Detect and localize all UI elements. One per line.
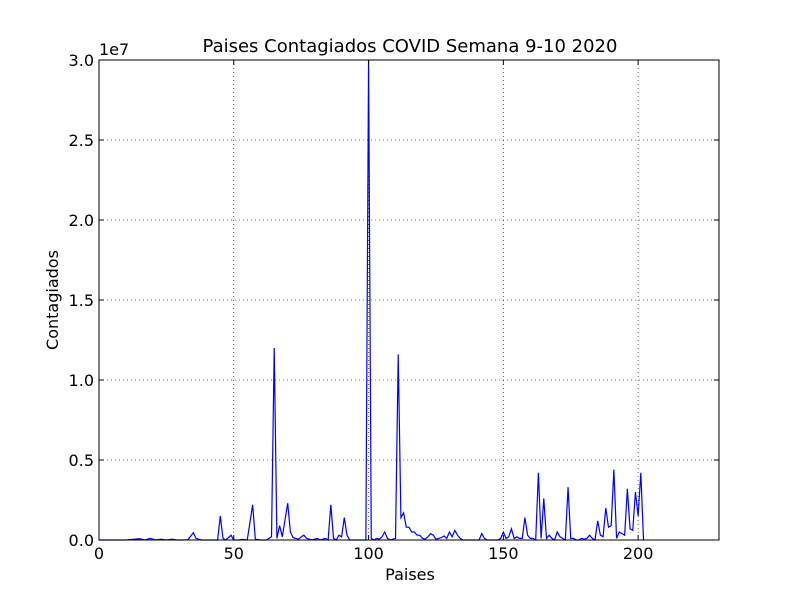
y-tick-label: 3.0 (69, 51, 94, 70)
y-offset-text: 1e7 (99, 40, 129, 59)
y-tick-label: 2.5 (69, 131, 94, 150)
x-tick-label: 150 (488, 544, 519, 563)
x-tick-label: 200 (623, 544, 654, 563)
x-axis-label: Paises (385, 565, 435, 584)
y-tick-label: 2.0 (69, 211, 94, 230)
y-tick-label: 0.5 (69, 451, 94, 470)
x-tick-label: 50 (224, 544, 244, 563)
y-tick-label: 0.0 (69, 531, 94, 550)
y-tick-label: 1.5 (69, 291, 94, 310)
y-axis-label: Contagiados (43, 250, 62, 350)
x-tick-label: 0 (94, 544, 104, 563)
y-tick-label: 1.0 (69, 371, 94, 390)
ticks: 0 50 100 150 200 0.0 0.5 1.0 1.5 2.0 2.5 3.0 (69, 51, 719, 563)
chart-title: Paises Contagiados COVID Semana 9-10 202… (203, 36, 618, 57)
x-tick-label: 100 (353, 544, 384, 563)
